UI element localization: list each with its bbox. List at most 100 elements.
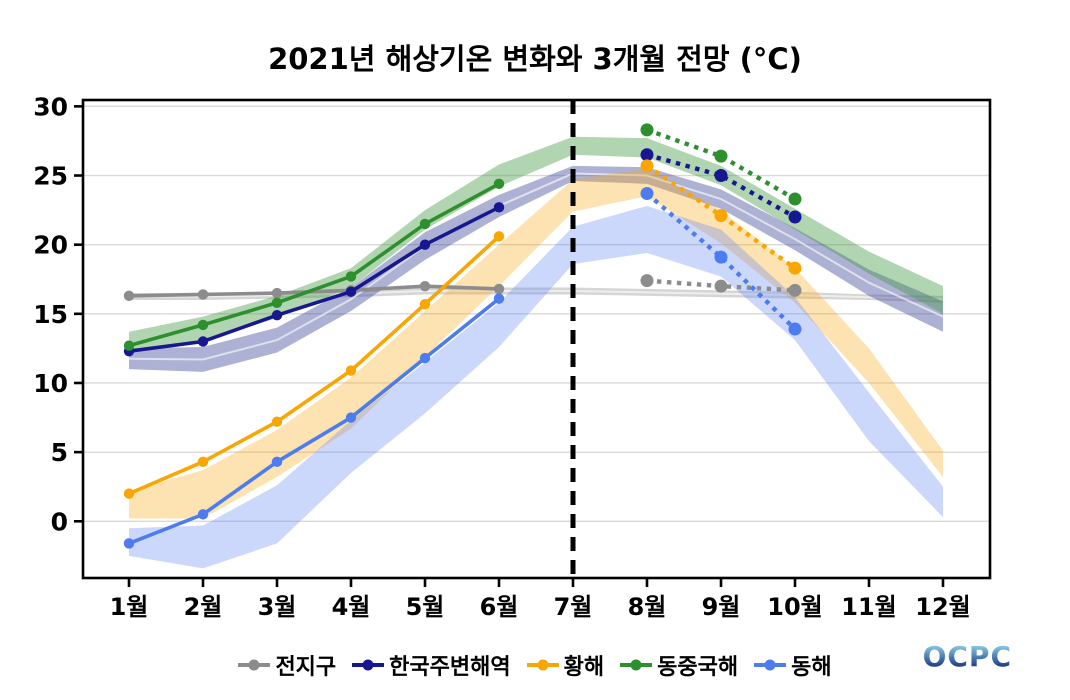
data-point: [197, 289, 209, 300]
forecast-point: [640, 274, 654, 288]
data-point: [493, 283, 505, 295]
legend-label: 동중국해: [657, 655, 739, 680]
data-point: [197, 319, 209, 331]
data-point: [197, 336, 209, 347]
legend-item-전지구: 전지구: [238, 649, 336, 681]
climatology-band-동해: [129, 205, 943, 569]
legend-label: 동해: [791, 655, 832, 680]
observed-line: [127, 234, 501, 496]
legend-label: 황해: [563, 655, 605, 680]
data-point: [123, 340, 135, 351]
band-mean-line-한국주변해역: [128, 172, 944, 361]
data-point: [345, 365, 357, 376]
observed-line: [127, 284, 501, 298]
data-point: [271, 416, 283, 427]
data-point: [345, 286, 357, 297]
forecast-series-동중국해: [640, 123, 802, 206]
legend-marker: [754, 659, 787, 671]
observed-series-황해: [123, 231, 505, 499]
legend-item-황해: 황해: [526, 649, 605, 681]
x-tick-label: 8월: [628, 593, 667, 621]
data-point: [271, 456, 283, 468]
forecast-point: [640, 123, 654, 137]
data-point: [493, 293, 505, 304]
forecast-point: [640, 148, 654, 162]
data-point: [493, 178, 505, 190]
y-tick-label: 20: [33, 231, 68, 260]
data-point: [197, 509, 209, 520]
forecast-point: [640, 159, 654, 173]
data-point: [493, 231, 505, 242]
legend-marker: [620, 659, 653, 671]
data-point: [271, 287, 283, 299]
observed-series-동중국해: [123, 178, 505, 351]
x-tick-label: 6월: [480, 593, 519, 621]
forecast-point: [714, 279, 728, 293]
y-tick-label: 25: [33, 162, 68, 191]
forecast-point: [788, 261, 802, 275]
band-mean-line-전지구: [129, 290, 944, 301]
legend-item-동해: 동해: [754, 649, 832, 681]
forecast-series-전지구: [640, 274, 802, 297]
legend-marker: [238, 659, 271, 671]
climatology-band-동중국해: [129, 136, 943, 352]
plot-border: [81, 98, 992, 580]
ocpc-logo: OCPC: [922, 640, 1012, 673]
forecast-point: [714, 169, 728, 183]
forecast-series-동해: [640, 186, 802, 336]
legend-marker: [352, 659, 385, 671]
legend-item-한국주변해역: 한국주변해역: [352, 649, 511, 681]
data-point: [271, 297, 283, 308]
y-tick-label: 5: [51, 438, 68, 467]
y-tick-label: 10: [33, 369, 68, 398]
forecast-point: [714, 149, 728, 163]
data-point: [419, 280, 431, 292]
data-point: [197, 456, 209, 468]
legend-label: 한국주변해역: [389, 655, 511, 680]
sea-temperature-chart: 0 5 10 15 20 25 30 1월 2월 3월 4월 5월 6월 7월 8월 9월 10월 11월 12월: [33, 92, 992, 621]
page-title: 2021년 해상기온 변화와 3개월 전망 (°C): [268, 42, 802, 76]
forecast-point: [714, 209, 728, 223]
data-point: [493, 202, 505, 213]
data-point: [123, 290, 135, 302]
forecast-point: [788, 192, 802, 206]
x-tick-label: 2월: [184, 593, 223, 621]
x-tick-label: 5월: [406, 593, 445, 621]
climatology-band-황해: [129, 168, 943, 519]
observed-line: [127, 296, 501, 546]
x-tick-label: 9월: [702, 593, 741, 621]
forecast-series-한국주변해역: [640, 148, 802, 224]
forecast-point: [788, 283, 802, 297]
legend-item-동중국해: 동중국해: [620, 649, 738, 681]
legend-marker: [526, 659, 559, 671]
data-point: [123, 538, 135, 549]
data-point: [123, 488, 135, 499]
forecast-point: [640, 186, 654, 200]
data-point: [345, 412, 357, 423]
forecast-line: [645, 191, 797, 331]
y-tick-label: 30: [33, 92, 68, 121]
data-point: [419, 218, 431, 230]
observed-series-동해: [123, 293, 505, 549]
data-point: [419, 298, 431, 310]
y-tick-label: 0: [51, 507, 68, 536]
data-point: [419, 352, 431, 364]
x-tick-label: 11월: [841, 593, 896, 621]
x-tick-label: 4월: [332, 593, 371, 621]
forecast-series-황해: [640, 159, 802, 275]
data-point: [419, 239, 431, 250]
x-tick-label: 10월: [767, 593, 822, 621]
x-tick-label: 12월: [915, 593, 970, 621]
forecast-point: [788, 322, 802, 336]
y-tick-label: 15: [33, 300, 68, 329]
forecast-point: [788, 210, 802, 224]
x-tick-label: 1월: [110, 593, 149, 621]
forecast-line: [646, 152, 797, 219]
observed-series-한국주변해역: [123, 202, 505, 357]
data-point: [271, 310, 283, 321]
data-point: [345, 271, 357, 282]
x-tick-label: 7월: [554, 593, 593, 621]
observed-line: [127, 182, 501, 348]
climatology-band-한국주변해역: [129, 165, 943, 372]
forecast-point: [714, 250, 728, 264]
